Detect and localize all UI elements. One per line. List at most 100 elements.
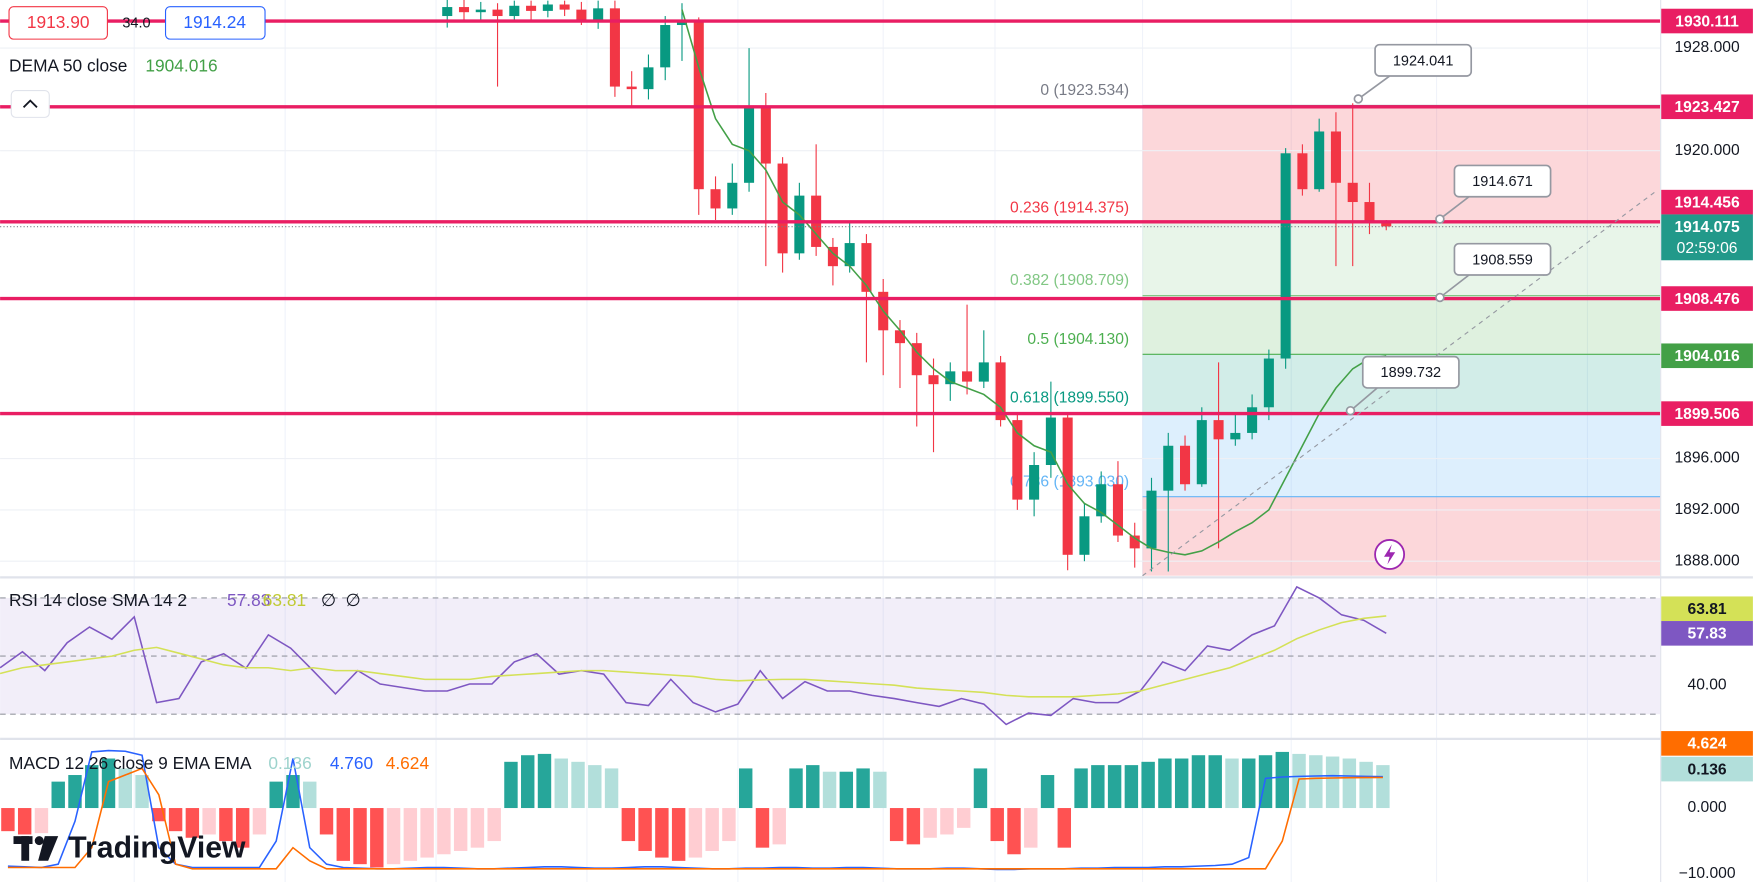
candle-body <box>727 182 738 209</box>
histogram-bar <box>51 781 65 809</box>
callout-label: 1908.559 <box>1472 252 1533 268</box>
countdown: 02:59:06 <box>1677 240 1738 257</box>
histogram-bar <box>1325 756 1340 809</box>
candle-body <box>1247 407 1258 433</box>
candle-body <box>593 8 604 20</box>
y-tick-label: −10.000 <box>1679 865 1736 882</box>
fib-zone <box>1142 105 1661 223</box>
histogram-bar <box>1225 758 1239 809</box>
candle-body <box>1297 153 1308 190</box>
candle-body <box>827 246 838 267</box>
histogram-bar <box>638 808 652 851</box>
histogram-bar <box>537 753 552 809</box>
callout-pointer <box>1349 387 1378 412</box>
rsi-line <box>0 585 1387 726</box>
level-label: 1930.111 <box>1675 13 1739 30</box>
histogram-bar <box>789 768 803 809</box>
logo[interactable]: TradingView <box>13 832 246 865</box>
signal-label: 4.624 <box>1688 736 1727 753</box>
histogram-bar <box>68 775 82 809</box>
callout-anchor <box>1345 405 1356 416</box>
sell-box[interactable] <box>8 6 108 40</box>
buy-box[interactable] <box>164 6 266 40</box>
histogram-bar <box>1359 761 1373 809</box>
candle-body <box>760 105 771 164</box>
rsi-label-box <box>1661 621 1753 646</box>
data-layer: 0 (1923.534) 0.236 (1914.375) 0.382 (1908.… <box>0 0 1661 871</box>
fib-zone <box>1142 413 1661 497</box>
histogram-bar <box>772 808 786 845</box>
rsi-sma-label: 63.81 <box>1688 601 1727 618</box>
candle-body <box>861 243 872 292</box>
y-tick-label: 1920.000 <box>1674 142 1740 159</box>
macd-value: 4.760 <box>330 753 373 773</box>
candle-body <box>794 195 805 254</box>
histogram-bar <box>604 768 619 809</box>
candle-body <box>676 22 688 26</box>
candle-body <box>894 330 906 344</box>
histogram-bar <box>873 771 887 809</box>
candle-body <box>1163 445 1174 491</box>
candle-body <box>458 7 470 13</box>
fib-zone <box>1142 295 1661 355</box>
candle-body <box>1096 484 1107 517</box>
level-label-box <box>1661 94 1753 120</box>
buy-price[interactable]: 1914.24 <box>183 12 246 32</box>
candle-body <box>475 9 486 13</box>
candle-body <box>1280 153 1291 359</box>
candle-body <box>1263 358 1274 408</box>
histogram-bar <box>420 808 434 858</box>
indicator-value: 1904.016 <box>145 56 217 76</box>
candle-body <box>643 67 654 90</box>
collapse-button[interactable] <box>10 89 50 118</box>
callout-label: 1914.671 <box>1472 174 1533 190</box>
histogram-bar <box>973 768 988 809</box>
candle-body <box>509 5 520 17</box>
candle-body <box>1230 432 1241 440</box>
histogram-bar <box>956 808 971 828</box>
histogram-bar <box>1074 768 1088 809</box>
callout-box <box>1374 43 1473 77</box>
candle-body <box>962 371 973 382</box>
histogram-bar <box>1191 755 1206 809</box>
histogram-bar <box>403 808 418 861</box>
fib-label: 0.618 (1899.550) <box>1010 390 1129 407</box>
histogram-bar <box>1342 758 1357 809</box>
signal-value: 4.624 <box>386 753 430 773</box>
candle-body <box>1330 131 1341 183</box>
candle-body <box>559 4 570 10</box>
indicator-name: DEMA 50 close <box>9 56 127 76</box>
candle-body <box>1347 182 1358 203</box>
histogram-bar <box>202 808 216 835</box>
histogram-bar <box>806 765 820 809</box>
level-label-box <box>1661 401 1753 426</box>
histogram-bar <box>739 768 753 809</box>
candle-body <box>442 7 453 17</box>
rsi-label: 57.83 <box>1688 626 1727 643</box>
indicator-line <box>681 9 1387 556</box>
histogram-bar <box>252 808 267 835</box>
histogram-bar <box>1024 808 1038 848</box>
histogram-bar <box>168 808 183 832</box>
sell-price[interactable]: 1913.90 <box>27 12 90 32</box>
histogram-bar <box>269 781 283 809</box>
fib-zone <box>1142 222 1661 296</box>
callout-pointer <box>1439 274 1470 299</box>
histogram-bar <box>521 755 535 809</box>
histogram-bar <box>1141 761 1155 809</box>
histogram-bar <box>487 808 501 842</box>
level-label: 1908.476 <box>1674 291 1740 308</box>
histogram-bar <box>437 808 451 855</box>
level-label-box <box>1661 8 1753 34</box>
last-price-box <box>1661 214 1753 261</box>
indicator-label: 1904.016 <box>1674 348 1740 365</box>
histogram-bar <box>319 808 334 835</box>
candle-body <box>1129 535 1140 549</box>
y-tick-label: 0.000 <box>1688 799 1727 816</box>
histogram-bar <box>1007 808 1021 855</box>
histogram-bar <box>303 781 317 809</box>
callout-box <box>1361 355 1460 389</box>
